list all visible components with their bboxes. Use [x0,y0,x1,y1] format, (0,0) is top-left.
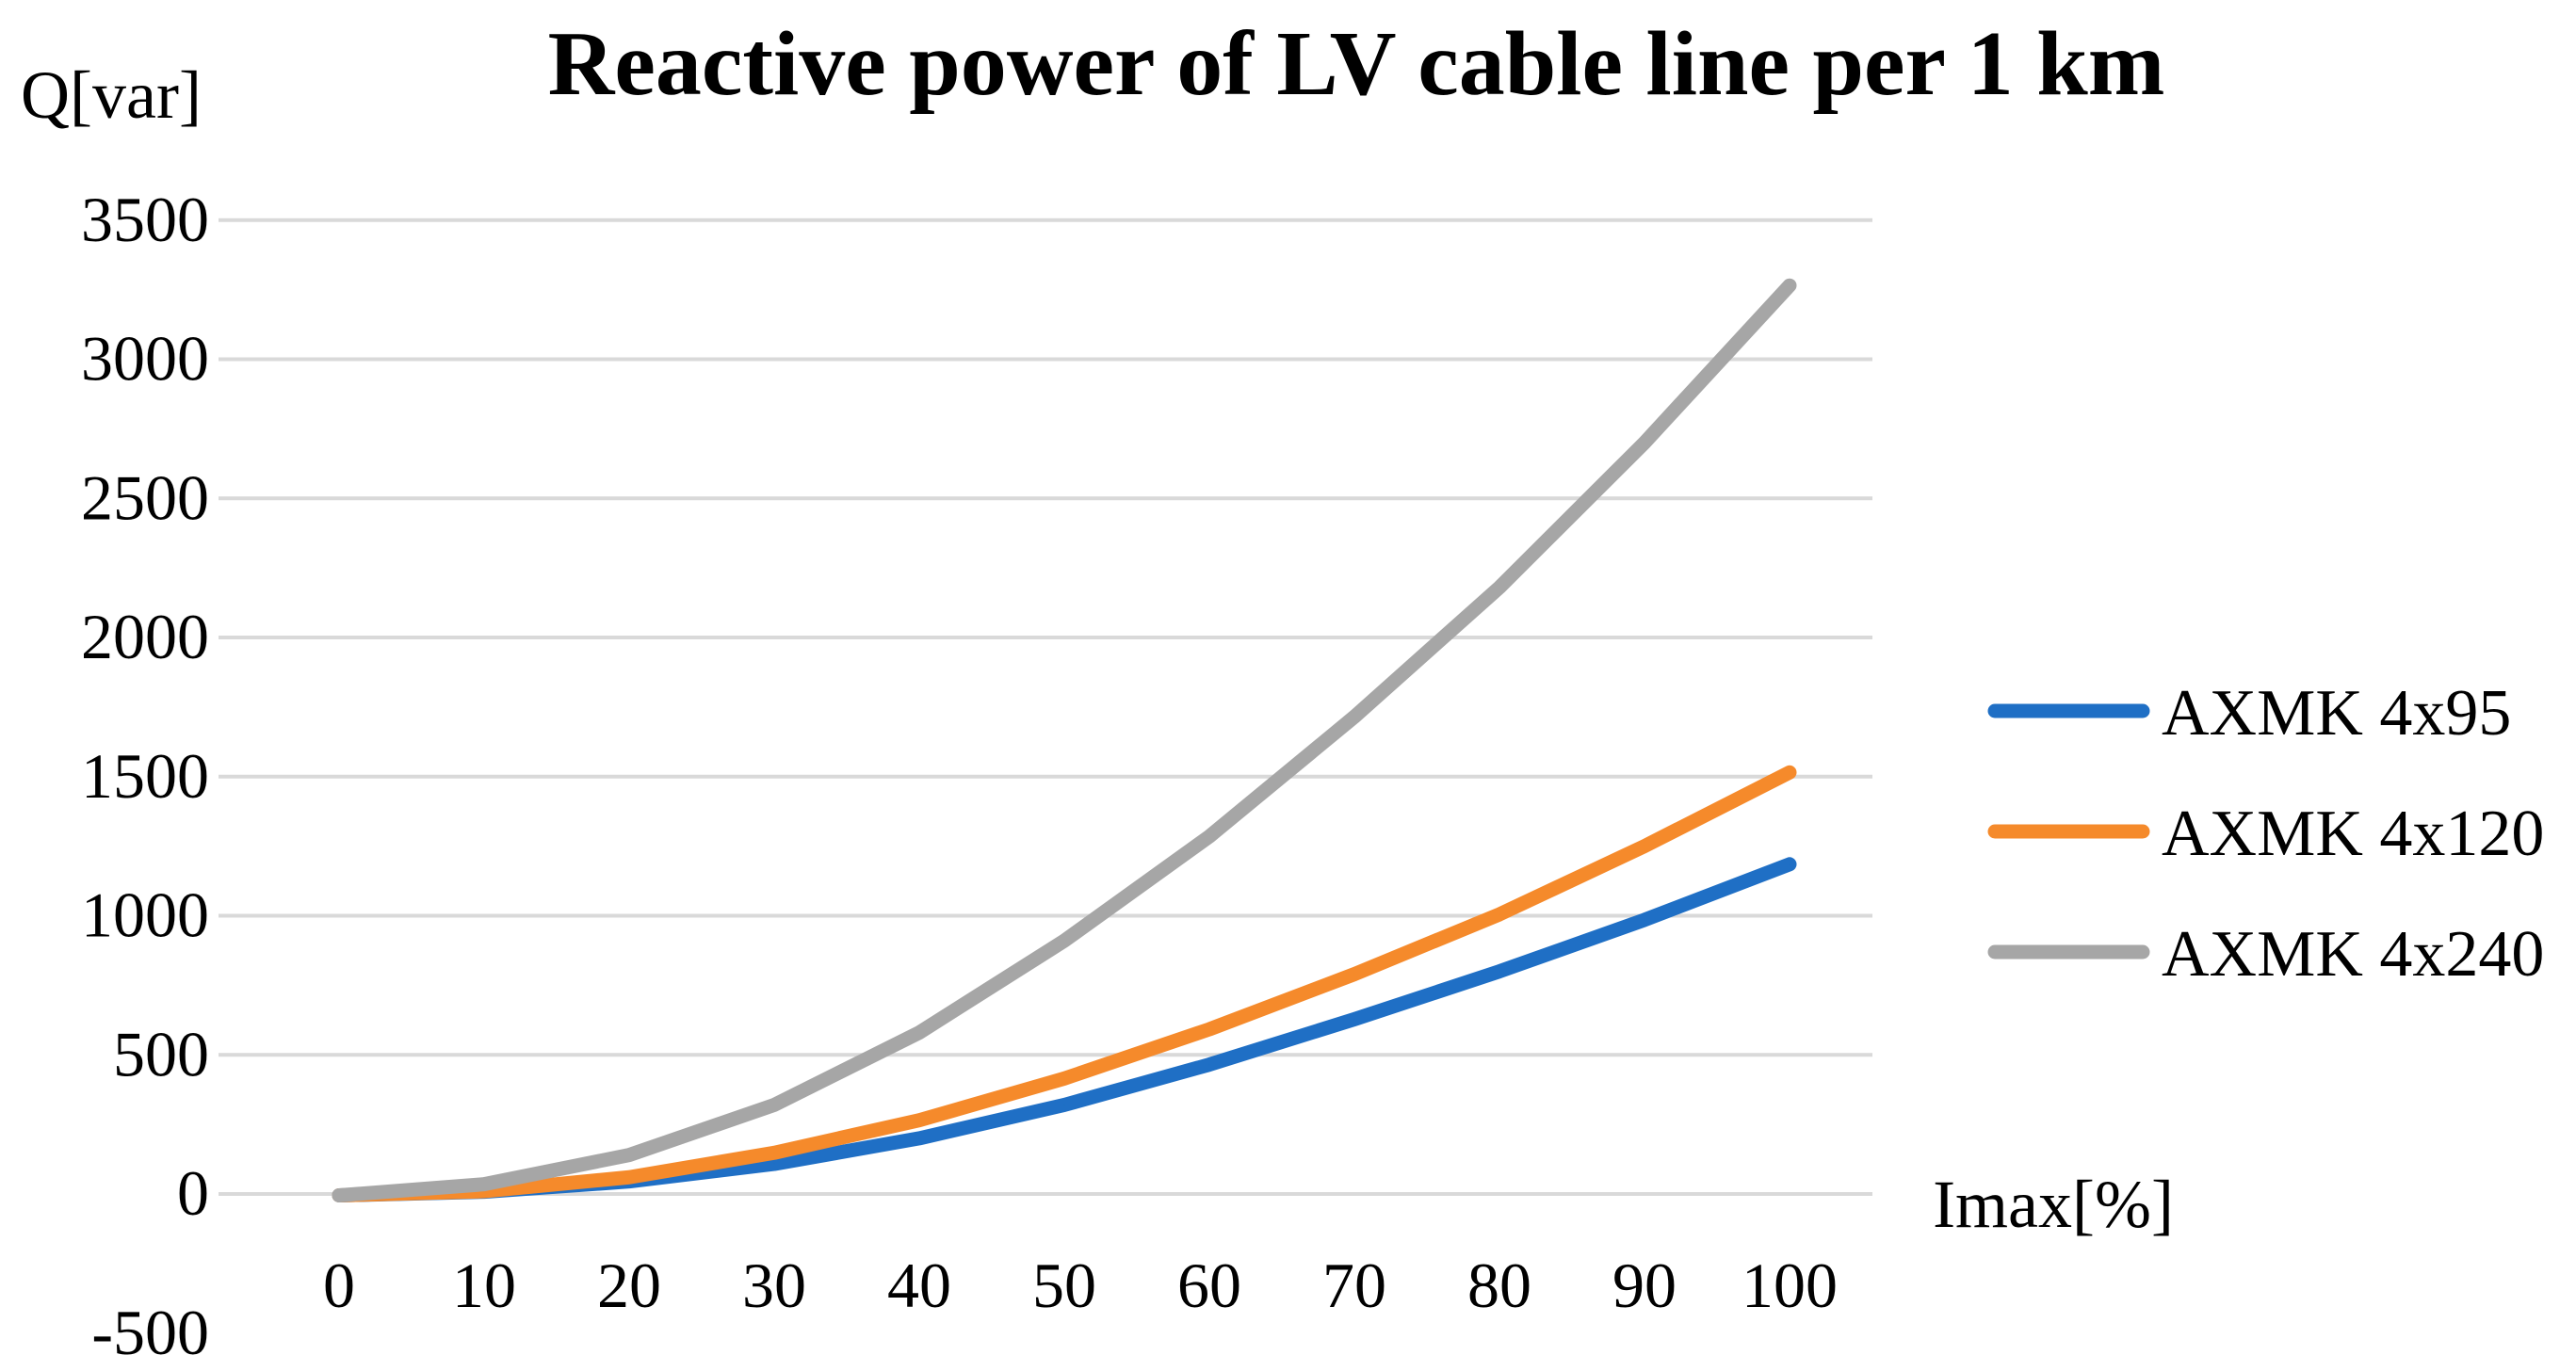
data-point [1789,863,1790,865]
y-tick-label: 1000 [81,879,209,951]
data-point [1353,1018,1355,1021]
x-tick-label: 0 [323,1250,355,1321]
y-axis-ticks: 3500 3000 2500 2000 1500 1000 500 0 -500 [81,184,209,1368]
y-tick-label: 2000 [81,601,209,672]
data-point [1063,940,1065,943]
y-tick-label: -500 [91,1297,209,1368]
series-line-2 [332,765,1797,1202]
x-tick-label: 30 [742,1250,806,1321]
data-point [1789,284,1790,287]
x-tick-label: 20 [597,1250,661,1321]
y-tick-label: 500 [113,1018,209,1089]
legend-label: AXMK 4x120 [2162,798,2544,870]
x-tick-label: 100 [1742,1250,1838,1321]
data-point [918,1119,920,1121]
y-tick-label: 1500 [81,740,209,812]
x-tick-label: 10 [452,1250,516,1321]
data-point [1208,1028,1210,1031]
data-point [1353,716,1355,718]
data-point [1644,845,1645,847]
data-point [1353,973,1355,976]
data-point [628,1153,630,1156]
data-point [1644,442,1645,444]
legend: AXMK 4x95 AXMK 4x120 AXMK 4x240 [1987,677,2544,991]
y-axis-label: Q[var] [21,57,202,133]
series-line-3 [332,278,1797,1202]
data-point [338,1194,340,1197]
gridlines [219,218,1872,1196]
chart-title: Reactive power of LV cable line per 1 km [548,13,2165,115]
x-axis-ticks: 0 10 20 30 40 50 60 70 80 90 100 [323,1250,1838,1321]
y-tick-label: 3500 [81,184,209,255]
y-tick-label: 2500 [81,461,209,533]
data-point [1208,1063,1210,1066]
data-point [1789,771,1790,774]
data-point [1063,1077,1065,1080]
x-tick-label: 50 [1032,1250,1096,1321]
y-tick-label: 3000 [81,323,209,395]
y-tick-label: 0 [177,1157,209,1229]
data-point [483,1183,485,1186]
data-point [773,1152,775,1154]
x-tick-label: 80 [1467,1250,1531,1321]
data-point [1499,586,1500,589]
data-point [628,1176,630,1179]
data-point [1063,1104,1065,1106]
data-point [1499,913,1500,916]
data-point [918,1137,920,1139]
data-point [1499,970,1500,973]
data-point [773,1163,775,1166]
legend-label: AXMK 4x240 [2162,918,2544,991]
data-point [1208,835,1210,838]
data-point [918,1031,920,1034]
x-tick-label: 90 [1612,1250,1677,1321]
data-point [1644,918,1645,921]
x-axis-label: Imax[%] [1933,1167,2174,1242]
series-lines [332,278,1797,1202]
legend-label: AXMK 4x95 [2162,677,2511,750]
x-tick-label: 70 [1322,1250,1386,1321]
data-point [773,1104,775,1106]
x-tick-label: 40 [887,1250,951,1321]
x-tick-label: 60 [1177,1250,1241,1321]
